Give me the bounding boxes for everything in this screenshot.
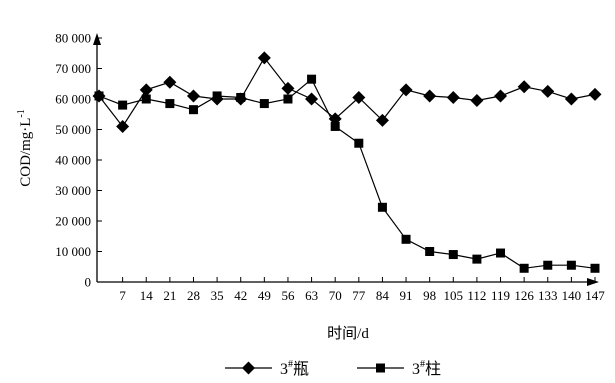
y-axis-title-text: COD/mg·L bbox=[18, 118, 34, 187]
column-data-point bbox=[377, 202, 387, 212]
y-tick-label: 20 000 bbox=[55, 214, 91, 229]
legend-marker-column bbox=[376, 363, 385, 373]
y-axis-title: COD/mg·L-1 bbox=[16, 109, 34, 187]
x-tick-label: 56 bbox=[281, 288, 295, 303]
bottle-data-point bbox=[446, 90, 460, 104]
x-tick-label: 14 bbox=[140, 288, 154, 303]
y-axis-arrow bbox=[93, 33, 101, 45]
x-tick-label: 42 bbox=[234, 288, 247, 303]
column-data-point bbox=[519, 263, 529, 273]
column-data-point bbox=[401, 234, 411, 244]
column-data-point bbox=[141, 94, 151, 104]
bottle-data-point bbox=[352, 90, 366, 104]
column-data-point bbox=[330, 121, 340, 131]
y-tick-label: 80 000 bbox=[55, 31, 91, 46]
legend-label-column: 3#柱 bbox=[412, 359, 441, 378]
column-data-point bbox=[566, 260, 576, 270]
legend: 3#瓶 3#柱 bbox=[225, 359, 441, 378]
column-data-point bbox=[496, 248, 506, 258]
x-tick-label: 140 bbox=[562, 288, 582, 303]
column-data-point bbox=[283, 94, 293, 104]
column-data-point bbox=[259, 99, 269, 109]
column-data-point bbox=[118, 100, 128, 110]
y-tick-label: 60 000 bbox=[55, 92, 91, 107]
x-tick-label: 77 bbox=[352, 288, 366, 303]
bottle-data-point bbox=[186, 89, 200, 103]
bottle-data-point bbox=[494, 89, 508, 103]
column-data-point bbox=[472, 254, 482, 264]
bottle-data-point bbox=[163, 75, 177, 89]
y-tick-label: 70 000 bbox=[55, 61, 91, 76]
legend-label-bottle: 3#瓶 bbox=[280, 359, 309, 378]
x-tick-label: 98 bbox=[423, 288, 436, 303]
y-axis-ticks: 0 10 000 20 000 30 000 40 000 50 000 60 000 70 … bbox=[55, 31, 102, 290]
bottle-data-point bbox=[470, 94, 484, 108]
x-tick-label: 126 bbox=[514, 288, 534, 303]
bottle-data-point bbox=[423, 89, 437, 103]
bottle-data-point bbox=[281, 81, 295, 95]
x-axis-arrow bbox=[587, 278, 599, 286]
series-lines bbox=[98, 56, 596, 269]
y-tick-label: 10 000 bbox=[55, 244, 91, 259]
column-data-point bbox=[425, 247, 435, 256]
bottle-data-point bbox=[588, 87, 602, 101]
x-tick-label: 119 bbox=[491, 288, 510, 303]
x-tick-label: 49 bbox=[258, 288, 271, 303]
x-tick-label: 112 bbox=[467, 288, 486, 303]
bottle-data-point bbox=[257, 51, 271, 65]
series-line-bottle bbox=[98, 56, 596, 128]
bottle-data-point bbox=[399, 83, 413, 97]
column-data-point bbox=[212, 91, 222, 101]
column-data-point bbox=[448, 250, 458, 260]
column-data-point bbox=[354, 138, 364, 148]
x-tick-label: 70 bbox=[329, 288, 342, 303]
x-axis-ticks: 7 14 21 28 35 42 49 56 63 70 77 84 91 98 105 112 119 126 1… bbox=[119, 277, 605, 303]
bottle-data-point bbox=[517, 80, 531, 94]
bottle-data-point bbox=[305, 92, 319, 106]
column-data-point bbox=[543, 260, 553, 270]
bottle-data-point bbox=[375, 113, 389, 127]
x-axis-title: 时间/d bbox=[327, 325, 369, 342]
x-tick-label: 35 bbox=[211, 288, 224, 303]
x-tick-label: 147 bbox=[585, 288, 605, 303]
legend-marker-bottle bbox=[242, 361, 255, 375]
series-markers bbox=[92, 51, 602, 273]
x-tick-label: 133 bbox=[538, 288, 558, 303]
bottle-data-point bbox=[541, 84, 555, 98]
y-tick-label: 30 000 bbox=[55, 183, 91, 198]
x-tick-label: 84 bbox=[376, 288, 390, 303]
column-data-point bbox=[188, 105, 198, 115]
column-data-point bbox=[165, 99, 175, 109]
column-data-point bbox=[307, 74, 317, 84]
bottle-data-point bbox=[139, 83, 153, 97]
y-tick-label: 40 000 bbox=[55, 153, 91, 168]
y-axis-title-superscript: -1 bbox=[16, 109, 27, 117]
x-tick-label: 91 bbox=[400, 288, 413, 303]
y-tick-label: 50 000 bbox=[55, 122, 91, 137]
x-tick-label: 21 bbox=[163, 288, 176, 303]
x-tick-label: 63 bbox=[305, 288, 318, 303]
x-tick-label: 28 bbox=[187, 288, 200, 303]
series-line-column bbox=[98, 78, 596, 269]
column-data-point bbox=[94, 91, 104, 101]
y-tick-label: 0 bbox=[85, 275, 92, 290]
axes bbox=[93, 33, 599, 286]
x-tick-label: 7 bbox=[119, 288, 126, 303]
bottle-data-point bbox=[564, 92, 578, 106]
column-data-point bbox=[236, 92, 246, 102]
x-tick-label: 105 bbox=[444, 288, 464, 303]
column-data-point bbox=[590, 263, 600, 273]
bottle-data-point bbox=[116, 119, 130, 133]
